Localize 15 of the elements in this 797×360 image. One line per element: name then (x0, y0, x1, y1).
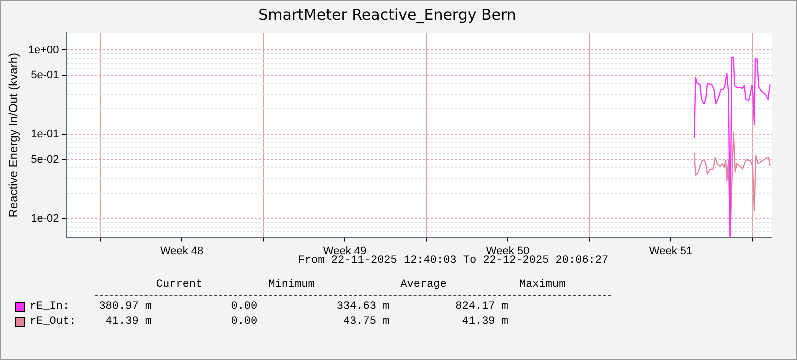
y-tick-label: 1e-02 (31, 213, 60, 226)
text: From 22-11-2025 12:40:03 To 22-12-2025 20:06:27 (298, 255, 609, 267)
y-axis-title: Reactive Energy In/Out (kvarh) (6, 53, 21, 218)
y-tick-label: 5e-02 (31, 154, 60, 166)
text: 41.39 m 0.00 43.75 m 41.39 m (104, 316, 508, 328)
y-tick-label: 5e-01 (31, 70, 60, 82)
legend-label: rE_Out: (30, 316, 78, 328)
y-tick-label: 1e-01 (31, 128, 60, 141)
legend-label: rE_In: (30, 301, 71, 313)
text: 380.97 m 0.00 334.63 m 824.17 m (98, 301, 508, 313)
text: Current Minimum Average Maximum (155, 279, 567, 291)
y-tick-label: 1e+00 (28, 44, 60, 56)
chart-title: SmartMeter Reactive_Energy Bern (258, 6, 516, 24)
x-tick-label: Week 51 (649, 245, 693, 258)
x-tick-label: Week 48 (160, 245, 204, 258)
